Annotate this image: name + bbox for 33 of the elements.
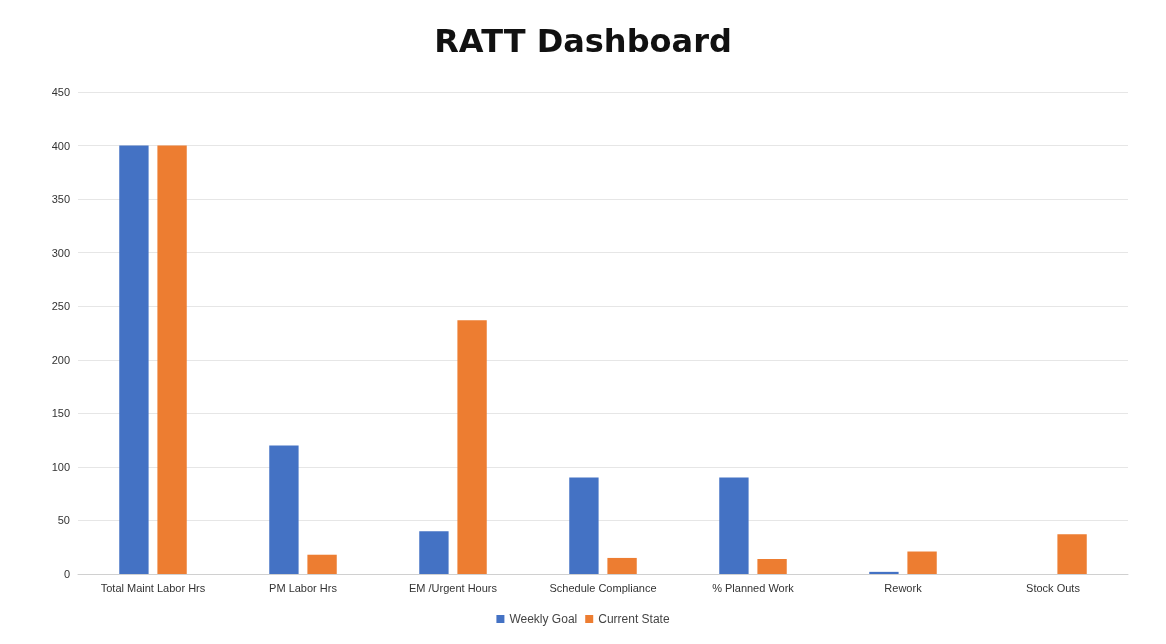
bar xyxy=(307,554,337,574)
y-tick-label: 100 xyxy=(51,460,70,473)
bar xyxy=(1057,534,1087,574)
x-tick-label: Total Maint Labor Hrs xyxy=(100,581,206,594)
bar xyxy=(757,559,787,574)
bar xyxy=(119,145,149,574)
bar xyxy=(419,531,449,574)
bar xyxy=(457,320,487,574)
x-tick-label: Schedule Compliance xyxy=(549,581,657,594)
x-tick-label: PM Labor Hrs xyxy=(269,581,338,594)
bar xyxy=(269,445,299,574)
x-tick-label: % Planned Work xyxy=(712,581,795,594)
y-tick-label: 0 xyxy=(63,568,70,580)
chart-title: RATT Dashboard xyxy=(434,22,732,60)
bar xyxy=(869,571,899,574)
legend-label: Weekly Goal xyxy=(509,612,578,626)
bar xyxy=(569,477,599,574)
y-tick-label: 450 xyxy=(51,86,70,98)
y-tick-label: 300 xyxy=(51,246,70,259)
y-tick-label: 150 xyxy=(51,407,70,420)
y-tick-label: 250 xyxy=(51,300,70,313)
x-tick-label: Stock Outs xyxy=(1026,581,1081,594)
bar xyxy=(719,477,749,574)
y-tick-label: 400 xyxy=(51,139,70,152)
y-tick-label: 50 xyxy=(57,514,70,527)
x-tick-label: EM /Urgent Hours xyxy=(408,581,498,594)
legend-label: Current State xyxy=(598,612,670,626)
bar xyxy=(907,551,937,574)
x-tick-label: Rework xyxy=(884,581,923,594)
bar xyxy=(607,557,637,574)
y-tick-label: 200 xyxy=(51,353,70,366)
y-tick-label: 350 xyxy=(51,193,70,206)
bar xyxy=(157,145,187,574)
